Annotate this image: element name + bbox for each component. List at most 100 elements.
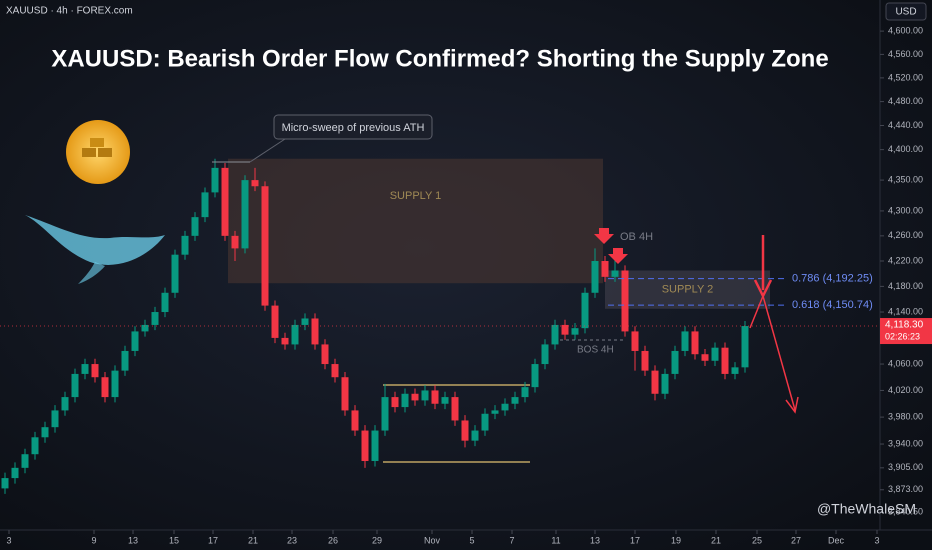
zone-label: SUPPLY 2	[662, 284, 714, 296]
candle-body	[171, 254, 179, 293]
annotation: BOS 4H	[577, 345, 614, 356]
y-tick-label: 4,260.00	[888, 230, 923, 240]
symbol-header: XAUUSD · 4h · FOREX.com	[6, 6, 133, 17]
x-tick-label: 9	[91, 535, 96, 545]
x-tick-label: 19	[671, 535, 681, 545]
candle-body	[201, 192, 209, 218]
candle-body	[461, 420, 469, 441]
supply-zone	[605, 270, 770, 309]
y-tick-label: 3,840.50	[888, 507, 923, 517]
candle-body	[341, 377, 349, 411]
candle-body	[141, 324, 149, 332]
candle-body	[131, 331, 139, 351]
candle-body	[261, 186, 269, 306]
candle-body	[241, 180, 249, 249]
candle-body	[181, 235, 189, 255]
x-tick-label: 17	[208, 535, 218, 545]
x-tick-label: 25	[752, 535, 762, 545]
candle-body	[631, 331, 639, 351]
last-price-box	[880, 318, 932, 345]
gold-bar	[98, 148, 112, 157]
projection	[749, 293, 799, 414]
fib-label: 0.786 (4,192.25)	[792, 272, 873, 284]
candle-body	[471, 430, 479, 441]
y-tick-label: 3,940.00	[888, 438, 923, 448]
candle-body	[271, 305, 279, 338]
candle-body	[621, 270, 629, 332]
candle-body	[721, 347, 729, 374]
candle-body	[701, 354, 709, 361]
candle-body	[361, 430, 369, 462]
candle-body	[221, 167, 229, 236]
candle-body	[41, 427, 49, 438]
candle-body	[441, 397, 449, 404]
candle-body	[121, 350, 129, 371]
callout: Micro-sweep of previous ATH	[282, 122, 425, 134]
candle-body	[1, 478, 9, 489]
gold-bar	[82, 148, 96, 157]
x-tick-label: 21	[711, 535, 721, 545]
y-tick-label: 4,350.00	[888, 174, 923, 184]
callout-box	[273, 114, 433, 140]
callout-pointer	[249, 138, 286, 163]
candle-body	[711, 347, 719, 361]
whale-fin	[78, 262, 105, 284]
candle-body	[381, 397, 389, 431]
candle-body	[191, 217, 199, 236]
last-price-label: 4,118.30	[885, 320, 924, 331]
whale-icon	[25, 215, 165, 265]
x-tick-label: 27	[791, 535, 801, 545]
candle-body	[51, 410, 59, 428]
candle-body	[281, 337, 289, 345]
candle-body	[391, 397, 399, 408]
x-tick-label: 17	[630, 535, 640, 545]
candle-body	[211, 167, 219, 193]
candle-body	[691, 331, 699, 355]
x-tick-label: 7	[509, 535, 514, 545]
candle-body	[91, 364, 99, 378]
candle-body	[511, 397, 519, 404]
x-tick-label: Nov	[424, 535, 441, 545]
y-tick-label: 4,220.00	[888, 255, 923, 265]
candle-body	[371, 430, 379, 462]
x-tick-label: 15	[169, 535, 179, 545]
candle-body	[111, 370, 119, 398]
candle-body	[401, 393, 409, 408]
candle-body	[31, 437, 39, 455]
x-tick-label: 5	[469, 535, 474, 545]
candle-body	[421, 390, 429, 401]
candle-body	[661, 373, 669, 394]
x-tick-label: 3	[874, 535, 879, 545]
candle-body	[541, 344, 549, 365]
candle-body	[671, 350, 679, 374]
gold-bar	[90, 138, 104, 147]
x-tick-label: 23	[287, 535, 297, 545]
candle-body	[741, 326, 749, 368]
x-tick-label: 13	[590, 535, 600, 545]
countdown: 02:26:23	[885, 331, 920, 341]
candle-body	[251, 180, 259, 187]
y-tick-label: 4,440.00	[888, 120, 923, 130]
x-tick-label: 29	[372, 535, 382, 545]
y-tick-label: 3,873.00	[888, 484, 923, 494]
candle-body	[571, 328, 579, 335]
candle-body	[301, 318, 309, 325]
candle-body	[331, 364, 339, 378]
y-tick-label: 3,905.00	[888, 462, 923, 472]
y-tick-label: 4,600.00	[888, 25, 923, 35]
y-tick-label: 3,980.00	[888, 411, 923, 421]
y-tick-label: 4,520.00	[888, 72, 923, 82]
candle-body	[11, 467, 19, 479]
y-tick-label: 4,180.00	[888, 281, 923, 291]
candle-body	[291, 324, 299, 345]
candle-body	[531, 364, 539, 388]
candle-body	[61, 397, 69, 411]
watermark: @TheWhaleSM	[817, 501, 916, 517]
y-tick-label: 4,060.00	[888, 358, 923, 368]
down-arrow	[608, 248, 628, 264]
y-tick-label: 4,400.00	[888, 144, 923, 154]
y-tick-label: 4,020.00	[888, 385, 923, 395]
candle-body	[431, 390, 439, 404]
